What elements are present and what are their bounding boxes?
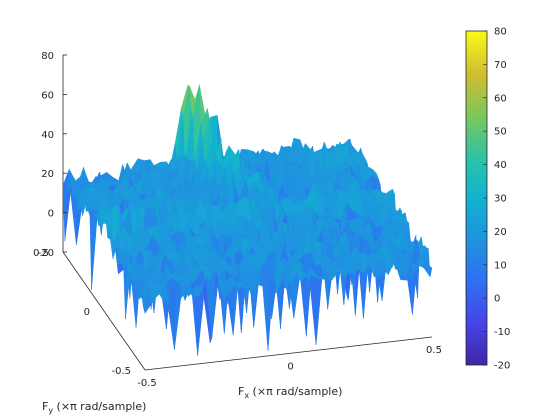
colorbar-tick-label: 20 bbox=[494, 227, 507, 238]
y-tick-label: 0 bbox=[84, 307, 90, 318]
colorbar-tick-label: 50 bbox=[494, 127, 507, 138]
y-axis-label: Fy (×π rad/sample) bbox=[42, 400, 146, 415]
y-tick-label: -0.5 bbox=[111, 366, 131, 377]
colorbar-tick-label: 80 bbox=[494, 27, 507, 38]
surface-patch bbox=[423, 263, 433, 278]
colorbar-tick-label: 40 bbox=[494, 160, 507, 171]
y-axis-line bbox=[62, 251, 146, 371]
x-axis-line bbox=[144, 336, 433, 371]
colorbar-tick-labels: -20 -10 0 10 20 30 40 50 60 70 80 bbox=[483, 27, 510, 372]
y-tick-labels: -0.5 0 0.5 bbox=[33, 248, 131, 377]
z-tick-label: 80 bbox=[41, 51, 54, 62]
z-tick-label: 60 bbox=[41, 90, 54, 101]
x-tick-label: -0.5 bbox=[137, 378, 157, 389]
colorbar-tick-label: 10 bbox=[494, 260, 507, 271]
z-tick-label: 0 bbox=[48, 209, 54, 220]
z-tick-label: 40 bbox=[41, 130, 54, 141]
z-tick-labels: -20 0 20 40 60 80 bbox=[38, 51, 67, 259]
x-axis-label: Fx (×π rad/sample) bbox=[238, 385, 342, 400]
colorbar-tick-label: 0 bbox=[494, 294, 500, 305]
x-tick-label: 0.5 bbox=[426, 345, 442, 356]
z-tick-label: -20 bbox=[38, 248, 54, 259]
x-tick-label: 0 bbox=[287, 362, 293, 373]
colorbar-tick-label: -10 bbox=[494, 327, 510, 338]
colorbar-tick-label: 30 bbox=[494, 194, 507, 205]
z-tick-label: 20 bbox=[41, 169, 54, 180]
x-tick-labels: -0.5 0 0.5 bbox=[137, 345, 442, 389]
colorbar-tick-label: 70 bbox=[494, 60, 507, 71]
colorbar-tick-label: -20 bbox=[494, 361, 510, 372]
y-tick-label: 0.5 bbox=[33, 248, 49, 259]
surface-mesh bbox=[62, 84, 433, 356]
colorbar-tick-label: 60 bbox=[494, 93, 507, 104]
